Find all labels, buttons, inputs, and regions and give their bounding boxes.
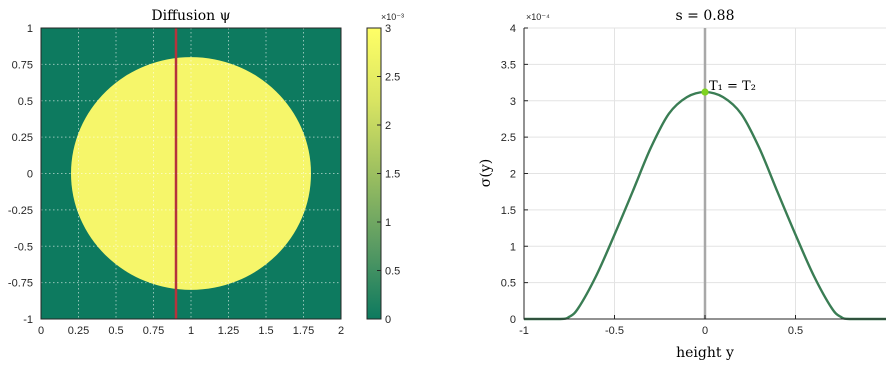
line-y-tick-label: 3 <box>510 96 516 108</box>
heatmap-title: Diffusion ψ <box>151 8 230 24</box>
line-x-tick-label: 0 <box>702 325 708 337</box>
line-panel: T₁ = T₂ -1 -0.5 0 0.5 4 3.5 3 2.5 2 1.5 1 0.5 0 ×10… <box>478 8 886 361</box>
heatmap-x-tick-label: 1 <box>188 325 194 337</box>
heatmap-x-tick-label: 0.5 <box>108 325 123 337</box>
line-x-tick-label: -0.5 <box>605 325 624 337</box>
heatmap-x-tick-label: 0.25 <box>68 325 89 337</box>
line-x-ticks: -1 -0.5 0 0.5 <box>519 315 803 337</box>
colorbar-ticks: 3 2.5 2 1.5 1 0.5 0 <box>377 23 400 326</box>
heatmap-x-tick-label: 2 <box>338 325 344 337</box>
line-y-tick-label: 0.5 <box>501 278 516 290</box>
heatmap-y-tick-label: 1 <box>27 23 33 35</box>
heatmap-x-tick-label: 0.75 <box>143 325 164 337</box>
heatmap-y-tick-label: 0.75 <box>12 59 33 71</box>
colorbar-tick-label: 2 <box>385 120 391 132</box>
colorbar-tick-label: 0.5 <box>385 266 400 278</box>
colorbar: 3 2.5 2 1.5 1 0.5 0 ×10⁻³ <box>366 12 404 326</box>
line-x-tick-label: 0.5 <box>788 325 803 337</box>
line-title: s = 0.88 <box>676 8 735 24</box>
heatmap-x-tick-label: 0 <box>38 325 44 337</box>
line-y-ticks: 4 3.5 3 2.5 2 1.5 1 0.5 0 <box>501 23 528 326</box>
heatmap-y-tick-label: -0.25 <box>8 205 33 217</box>
colorbar-tick-label: 0 <box>385 314 391 326</box>
heatmap-y-tick-label: 0.5 <box>18 96 33 108</box>
heatmap-y-tick-label: 0 <box>27 169 33 181</box>
colorbar-tick-label: 2.5 <box>385 72 400 84</box>
heatmap-x-ticks: 0 0.25 0.5 0.75 1 1.25 1.5 1.75 2 <box>38 325 344 337</box>
line-y-tick-label: 2 <box>510 169 516 181</box>
colorbar-tick-label: 1 <box>385 217 391 229</box>
line-y-tick-label: 0 <box>510 314 516 326</box>
line-y-tick-label: 4 <box>510 23 516 35</box>
colorbar-tick-label: 3 <box>385 23 391 35</box>
line-y-axis-label: σ(y) <box>478 159 494 187</box>
line-y-tick-label: 1 <box>510 241 516 253</box>
heatmap-y-ticks: 1 0.75 0.5 0.25 0 -0.25 -0.5 -0.75 -1 <box>8 23 33 326</box>
marker-label: T₁ = T₂ <box>709 79 756 94</box>
line-y-tick-label: 2.5 <box>501 132 516 144</box>
heatmap-panel: 0 0.25 0.5 0.75 1 1.25 1.5 1.75 2 10.750.50.250-… <box>8 8 344 337</box>
line-y-tick-label: 1.5 <box>501 205 516 217</box>
heatmap-axes-box <box>40 27 342 320</box>
line-x-axis-label: height y <box>676 345 734 361</box>
heatmap-y-tick-label: -0.75 <box>8 278 33 290</box>
heatmap-x-tick-label: 1.75 <box>293 325 314 337</box>
heatmap-x-tick-label: 1.25 <box>218 325 239 337</box>
heatmap-x-tick-label: 1.5 <box>258 325 273 337</box>
colorbar-tick-label: 1.5 <box>385 169 400 181</box>
heatmap-y-tick-label: 0.25 <box>12 132 33 144</box>
heatmap-y-tick-label: -1 <box>23 314 33 326</box>
line-y-tick-label: 3.5 <box>501 59 516 71</box>
colorbar-exponent: ×10⁻³ <box>381 12 404 22</box>
heatmap-grid <box>41 28 341 319</box>
marker-point <box>701 88 709 96</box>
heatmap-y-tick-label: -0.5 <box>14 241 33 253</box>
line-x-tick-label: -1 <box>519 325 529 337</box>
line-y-exponent: ×10⁻⁴ <box>526 12 550 22</box>
